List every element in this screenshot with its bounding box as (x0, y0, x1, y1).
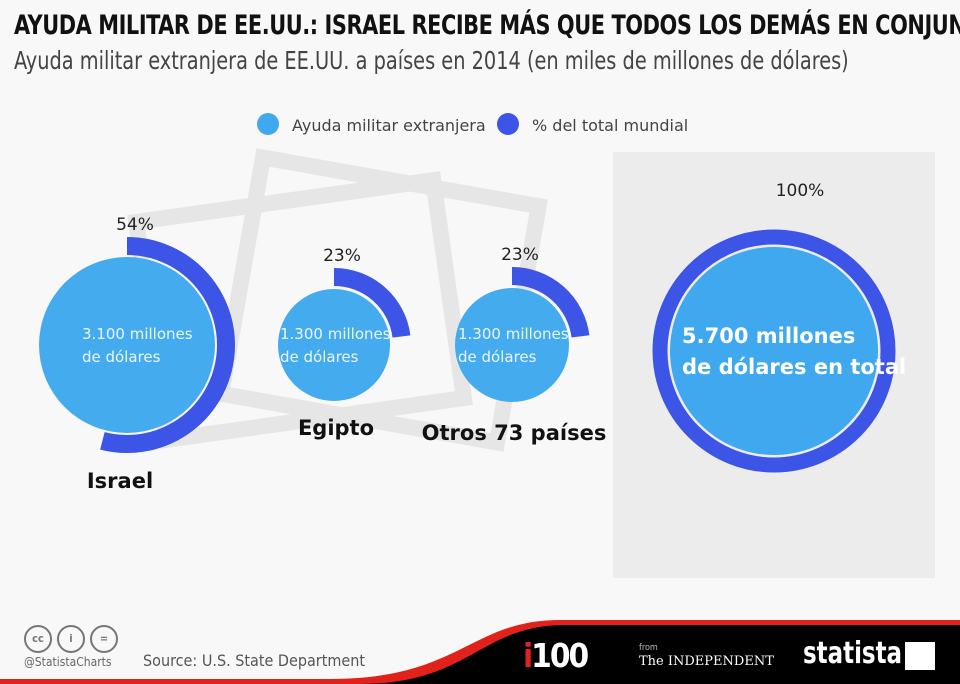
statista-handle: @StatistaCharts (24, 655, 112, 669)
statista-logo-text: statista (803, 636, 903, 671)
legend-swatch (497, 113, 519, 135)
legend-label: Ayuda militar extranjera (292, 116, 486, 135)
chart-title: AYUDA MILITAR DE EE.UU.: ISRAEL RECIBE M… (14, 10, 960, 41)
percent-label: 54% (116, 215, 154, 235)
value-label: 1.300 millones (458, 325, 569, 343)
no-derivatives-icon: = (90, 625, 118, 653)
percent-arc (511, 267, 590, 338)
value-label: 3.100 millones (82, 325, 193, 343)
source: Source: U.S. State Department (143, 651, 365, 670)
total-value-label: de dólares en total (682, 355, 906, 379)
legend-label: % del total mundial (532, 116, 688, 135)
footer-band (0, 620, 960, 684)
attribution-icon: i (57, 625, 85, 653)
value-label: de dólares (82, 348, 161, 366)
value-label: 1.300 millones (280, 325, 391, 343)
chart-subtitle: Ayuda militar extranjera de EE.UU. a paí… (14, 46, 849, 75)
from-label: from (639, 643, 658, 653)
i100-logo: i100 (523, 636, 589, 675)
total-value-label: 5.700 millones (682, 324, 855, 348)
chart: Ayuda militar extranjera % del total mund… (39, 113, 935, 578)
license-icons: cc i = (24, 625, 123, 653)
category-label: Otros 73 países (422, 421, 607, 445)
category-label: Israel (87, 469, 153, 493)
total-arc (652, 229, 896, 473)
value-bubble (278, 289, 390, 401)
cc-icon: cc (24, 625, 52, 653)
value-label: de dólares (458, 348, 537, 366)
statista-logo-icon (905, 642, 935, 670)
total-percent-label: 100% (776, 181, 825, 201)
percent-arc (100, 237, 235, 453)
total-bubble (670, 247, 878, 455)
value-bubble (455, 288, 569, 402)
category-label: Egipto (298, 416, 374, 440)
percent-label: 23% (501, 245, 539, 265)
percent-arc (333, 268, 411, 338)
percent-label: 23% (323, 246, 361, 266)
independent-logo: The INDEPENDENT (639, 654, 774, 669)
value-bubble (39, 257, 215, 433)
legend-swatch (257, 113, 279, 135)
value-label: de dólares (280, 348, 359, 366)
